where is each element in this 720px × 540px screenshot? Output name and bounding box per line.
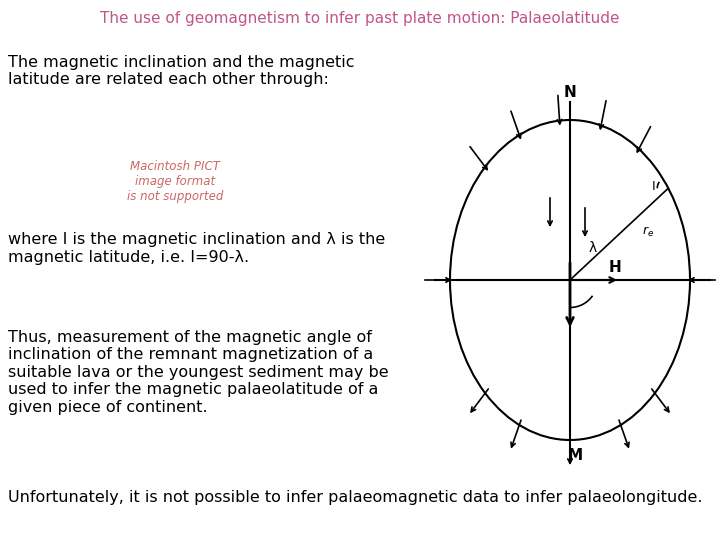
Text: λ: λ xyxy=(588,241,597,255)
Text: H: H xyxy=(608,260,621,275)
Text: Macintosh PICT
image format
is not supported: Macintosh PICT image format is not suppo… xyxy=(127,160,223,203)
Text: The use of geomagnetism to infer past plate motion: Palaeolatitude: The use of geomagnetism to infer past pl… xyxy=(100,10,620,25)
Text: $r_e$: $r_e$ xyxy=(642,225,654,239)
Text: I: I xyxy=(652,180,655,193)
Text: where I is the magnetic inclination and λ is the: where I is the magnetic inclination and … xyxy=(8,232,385,247)
Text: M: M xyxy=(567,448,582,463)
Text: Unfortunately, it is not possible to infer palaeomagnetic data to infer palaeolo: Unfortunately, it is not possible to inf… xyxy=(8,490,703,505)
Text: N: N xyxy=(564,85,577,100)
Text: latitude are related each other through:: latitude are related each other through: xyxy=(8,72,329,87)
Text: Thus, measurement of the magnetic angle of
inclination of the remnant magnetizat: Thus, measurement of the magnetic angle … xyxy=(8,330,389,415)
Text: magnetic latitude, i.e. I=90-λ.: magnetic latitude, i.e. I=90-λ. xyxy=(8,250,249,265)
Text: The magnetic inclination and the magnetic: The magnetic inclination and the magneti… xyxy=(8,55,354,70)
